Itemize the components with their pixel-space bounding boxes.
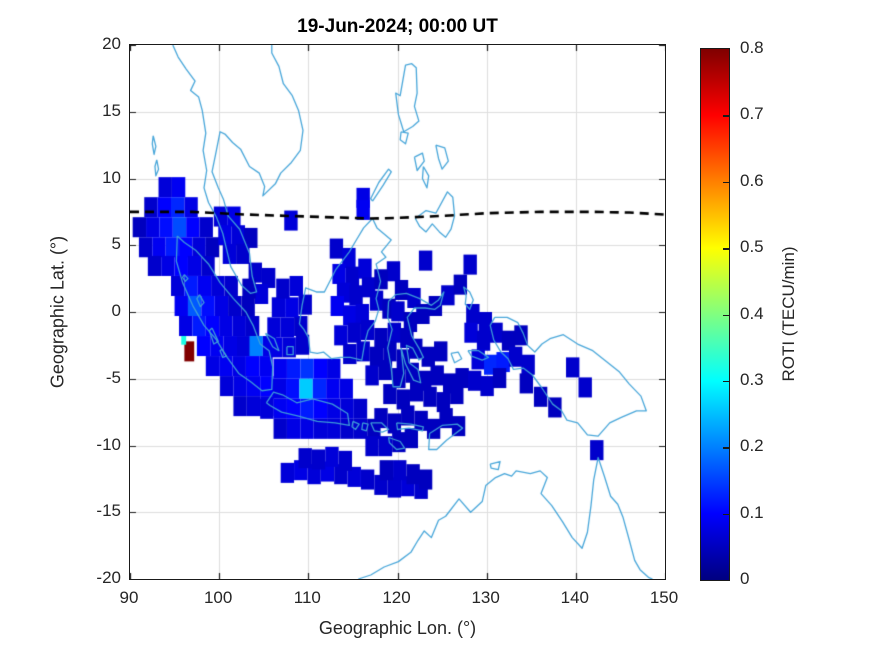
colorbar-tick-label: 0.4	[740, 303, 764, 323]
y-tick-label: -5	[105, 367, 121, 387]
plot-area	[129, 44, 666, 580]
colorbar-tick-mark	[723, 181, 729, 184]
colorbar-tick-label: 0.7	[740, 104, 764, 124]
x-axis-label: Geographic Lon. (°)	[318, 618, 477, 638]
x-tick-label: 120	[382, 588, 411, 607]
colorbar-tick-mark	[723, 115, 729, 117]
y-tick-label: 15	[102, 100, 121, 120]
colorbar-tick-label: 0.6	[740, 170, 764, 190]
roti-map-canvas	[130, 45, 665, 579]
colorbar-tick-label: 0.8	[740, 38, 764, 57]
colorbar-tick-label: 0.5	[740, 237, 764, 257]
x-tick-label: 140	[560, 588, 590, 607]
x-tick-label: 100	[203, 588, 233, 607]
colorbar-tick-label: 0.2	[740, 436, 764, 456]
colorbar-tick-label: 0.1	[740, 502, 764, 522]
x-tick-label: 130	[471, 588, 500, 607]
colorbar-tick-label: 0.3	[740, 369, 764, 389]
x-tick-label: 110	[293, 588, 321, 607]
y-tick-label: 10	[102, 167, 121, 187]
colorbar-tick-mark	[723, 380, 729, 383]
colorbar-tick-mark	[723, 314, 729, 316]
colorbar-tick-mark	[723, 248, 729, 250]
y-tick-label: 5	[111, 234, 121, 254]
colorbar-tick-mark	[723, 513, 729, 516]
colorbar	[700, 48, 730, 581]
y-tick-label: 20	[102, 34, 121, 53]
y-tick-label: 0	[111, 301, 121, 320]
y-tick-label: -20	[96, 568, 121, 587]
plot-title: 19-Jun-2024; 00:00 UT	[297, 16, 498, 37]
colorbar-tick-label: 0	[740, 569, 750, 588]
y-tick-label: -10	[96, 434, 121, 454]
colorbar-label: ROTI (TECU/min)	[779, 246, 798, 382]
y-axis-label: Geographic Lat. (°)	[47, 235, 68, 389]
x-tick-label: 90	[119, 588, 139, 607]
colorbar-tick-mark	[723, 447, 729, 449]
y-tick-label: -15	[96, 501, 121, 521]
x-tick-label: 150	[649, 588, 679, 607]
